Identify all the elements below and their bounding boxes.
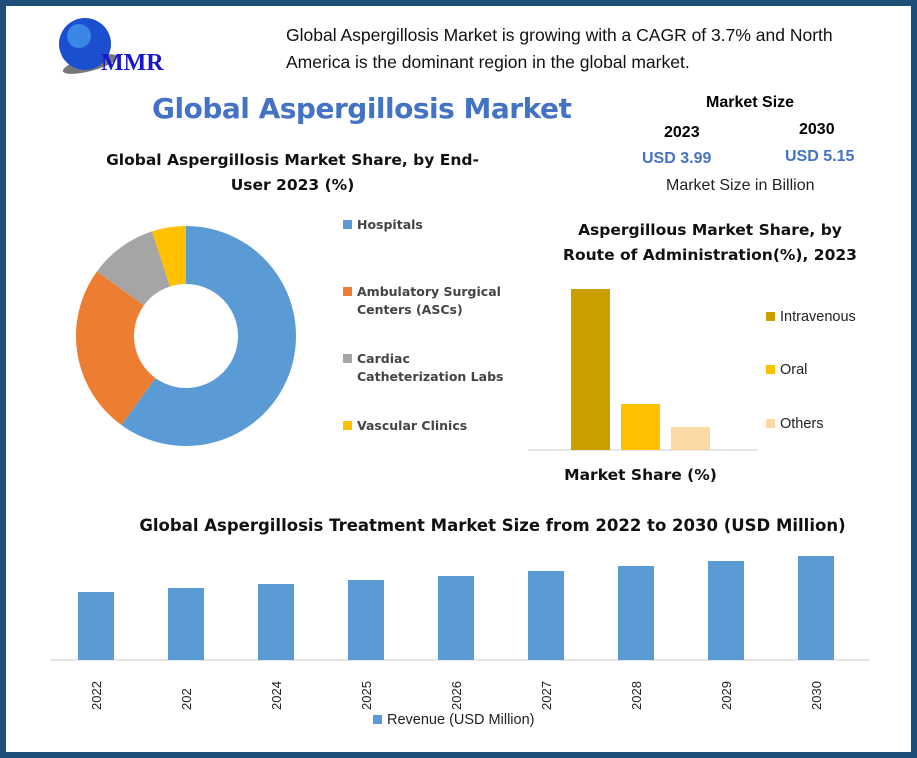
legend-ascs: Ambulatory Surgical Centers (ASCs)	[343, 283, 513, 350]
legend-label: Revenue (USD Million)	[387, 712, 535, 728]
legend-label: Hospitals	[357, 217, 423, 232]
route-bar-oral	[621, 404, 660, 450]
revenue-bar-2027	[528, 571, 564, 660]
legend-swatch	[373, 715, 382, 724]
revenue-bar-2029	[708, 561, 744, 660]
donut-legend: Hospitals Ambulatory Surgical Centers (A…	[343, 216, 513, 435]
revenue-legend: Revenue (USD Million)	[373, 712, 534, 728]
route-bar-intravenous	[571, 289, 610, 450]
legend-intravenous: Intravenous	[766, 309, 856, 362]
legend-swatch	[766, 419, 775, 428]
revenue-tick-label: 2026	[449, 681, 464, 710]
route-title: Aspergillous Market Share, by Route of A…	[563, 221, 857, 264]
legend-label: Oral	[780, 362, 808, 378]
revenue-title: Global Aspergillosis Treatment Market Si…	[139, 516, 846, 535]
market-size-title: Market Size	[706, 94, 795, 111]
revenue-bar-chart: 2022 202 2024 2025 2026 2027 2028 2029 2030	[50, 556, 870, 710]
revenue-tick-label: 2022	[89, 681, 104, 710]
svg-text:MMR: MMR	[101, 50, 164, 76]
route-bar-chart	[528, 289, 758, 451]
market-size-note: Market Size in Billion	[666, 177, 815, 194]
headline: Global Aspergillosis Market is growing w…	[286, 25, 833, 72]
revenue-tick-label: 2027	[539, 681, 554, 710]
donut-slice-ambulatory	[76, 271, 156, 425]
legend-swatch	[766, 312, 775, 321]
revenue-bar-2026	[438, 576, 474, 660]
revenue-bar-2022	[78, 592, 114, 660]
donut-slice-vascular	[152, 226, 186, 287]
revenue-tick-label: 2024	[269, 681, 284, 710]
route-legend: Intravenous Oral Others	[766, 309, 856, 432]
revenue-bar-2030	[798, 556, 834, 660]
donut-chart	[76, 226, 296, 447]
revenue-bar-2025	[348, 580, 384, 660]
year-2023: 2023	[664, 124, 700, 141]
donut-slice-hospitals	[121, 226, 296, 447]
legend-swatch	[343, 421, 352, 430]
value-2023: USD 3.99	[642, 150, 712, 167]
legend-swatch	[343, 220, 352, 229]
revenue-tick-label: 2025	[359, 681, 374, 710]
legend-label: Ambulatory Surgical Centers (ASCs)	[357, 284, 501, 317]
revenue-bar-2028	[618, 566, 654, 660]
mmr-logo: MMR	[35, 14, 185, 76]
revenue-tick-label: 202	[179, 688, 194, 710]
donut-slice-cardiac	[97, 231, 170, 306]
legend-hospitals: Hospitals	[343, 216, 513, 283]
legend-cardiac: Cardiac Catheterization Labs	[343, 350, 513, 417]
year-2030: 2030	[799, 121, 835, 138]
legend-swatch	[343, 287, 352, 296]
legend-label: Cardiac Catheterization Labs	[357, 351, 504, 384]
legend-oral: Oral	[766, 362, 856, 416]
legend-others: Others	[766, 416, 856, 432]
legend-vascular: Vascular Clinics	[343, 417, 513, 435]
revenue-bar-2024	[258, 584, 294, 660]
route-xlabel: Market Share (%)	[564, 466, 717, 484]
legend-label: Intravenous	[780, 309, 856, 325]
revenue-tick-label: 2030	[809, 681, 824, 710]
legend-swatch	[766, 365, 775, 374]
revenue-bar-202	[168, 588, 204, 660]
value-2030: USD 5.15	[785, 148, 855, 165]
legend-label: Others	[780, 416, 824, 432]
revenue-tick-label: 2028	[629, 681, 644, 710]
route-bar-others	[671, 427, 710, 450]
legend-swatch	[343, 354, 352, 363]
revenue-tick-label: 2029	[719, 681, 734, 710]
donut-title: Global Aspergillosis Market Share, by En…	[106, 151, 479, 194]
legend-label: Vascular Clinics	[357, 418, 468, 433]
main-title: Global Aspergillosis Market	[152, 92, 572, 125]
